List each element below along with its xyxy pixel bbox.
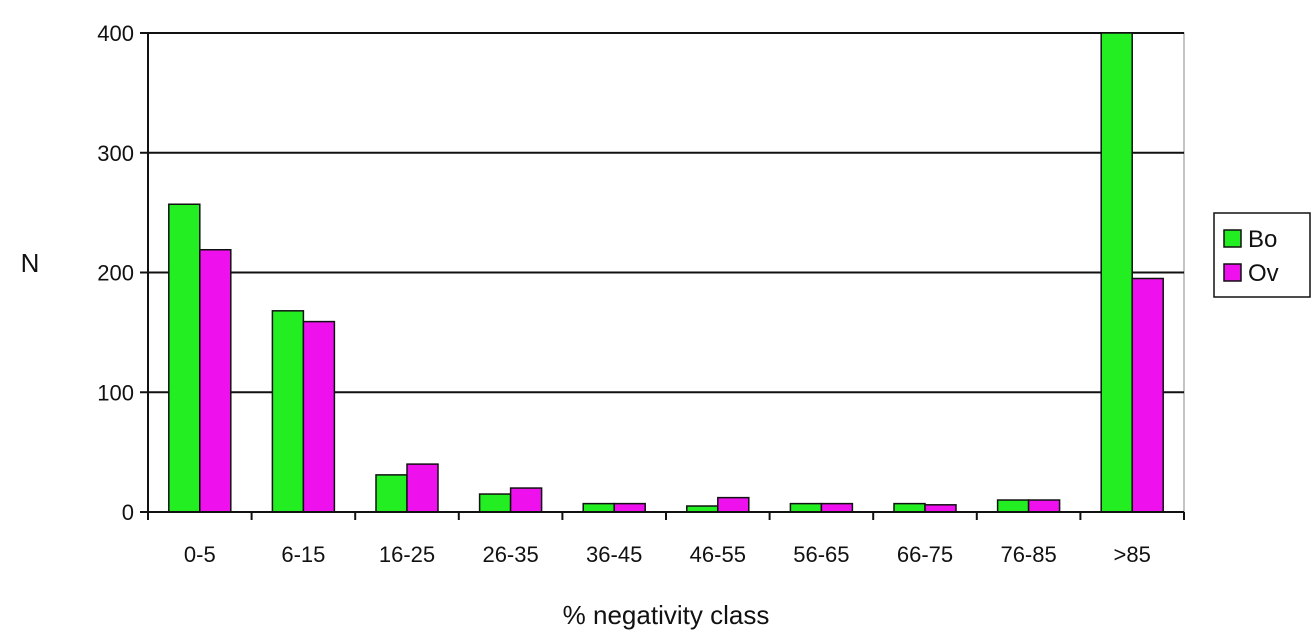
x-tick-label: 36-45 [586, 542, 642, 567]
bar-ov-7 [820, 502, 854, 513]
bar-bo-7 [789, 502, 823, 513]
bar-ov-5 [613, 502, 646, 513]
bar-ov-4 [509, 487, 543, 513]
y-tick-label: 300 [97, 141, 134, 166]
x-tick-label: >85 [1114, 542, 1151, 567]
x-axis-title: % negativity class [563, 600, 770, 630]
x-tick-label: 6-15 [281, 542, 325, 567]
bar-bo-3 [375, 474, 408, 513]
x-tick-label: 76-85 [1000, 542, 1056, 567]
tick-labels: 0 100 200 300 400 0-5 6-15 16-25 26-35 36-45 46-55… [97, 21, 1151, 567]
y-axis-title: N [21, 248, 40, 278]
bars [168, 32, 1164, 513]
bar-bo-1 [168, 203, 201, 513]
bar-ov-9 [1027, 499, 1061, 513]
y-tick-label: 0 [122, 500, 134, 525]
x-tick-label: 46-55 [690, 542, 746, 567]
legend: Bo Ov [1213, 212, 1311, 298]
legend-swatch-ov [1223, 263, 1242, 282]
bar-bo-9 [996, 499, 1030, 513]
bar-ov-6 [717, 496, 750, 513]
bar-bo-10 [1100, 32, 1133, 513]
axes [140, 32, 1185, 520]
bar-bo-8 [893, 502, 926, 513]
bar-ov-10 [1131, 277, 1164, 513]
bar-bo-4 [478, 493, 512, 513]
legend-box [1213, 212, 1311, 298]
bar-bo-2 [271, 310, 305, 513]
bar-ov-3 [406, 463, 439, 513]
y-tick-label: 100 [97, 380, 134, 405]
bar-ov-1 [199, 248, 232, 513]
bar-bo-5 [582, 502, 615, 513]
legend-label-ov: Ov [1248, 260, 1279, 287]
legend-swatch-bo [1223, 229, 1242, 248]
bar-ov-8 [924, 504, 957, 513]
legend-label-bo: Bo [1248, 226, 1277, 253]
x-tick-label: 56-65 [793, 542, 849, 567]
x-tick-label: 26-35 [482, 542, 538, 567]
bar-ov-2 [302, 320, 336, 513]
x-tick-label: 16-25 [379, 542, 435, 567]
x-tick-label: 66-75 [897, 542, 953, 567]
y-tick-label: 400 [97, 21, 134, 46]
y-tick-label: 200 [97, 261, 134, 286]
x-tick-label: 0-5 [184, 542, 216, 567]
